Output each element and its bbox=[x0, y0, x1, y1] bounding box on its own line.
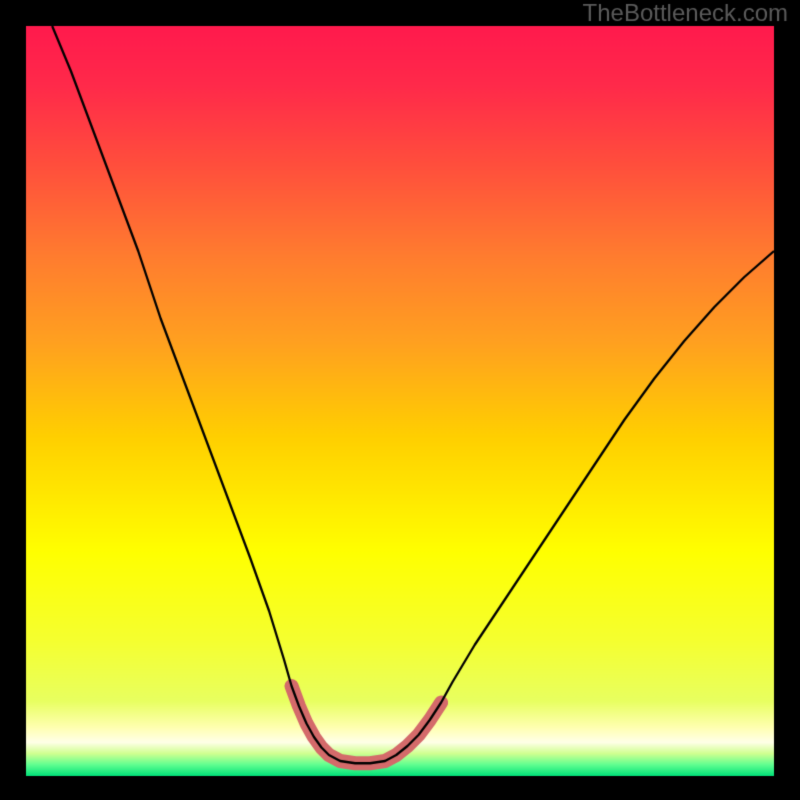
bottleneck-chart bbox=[0, 0, 800, 800]
